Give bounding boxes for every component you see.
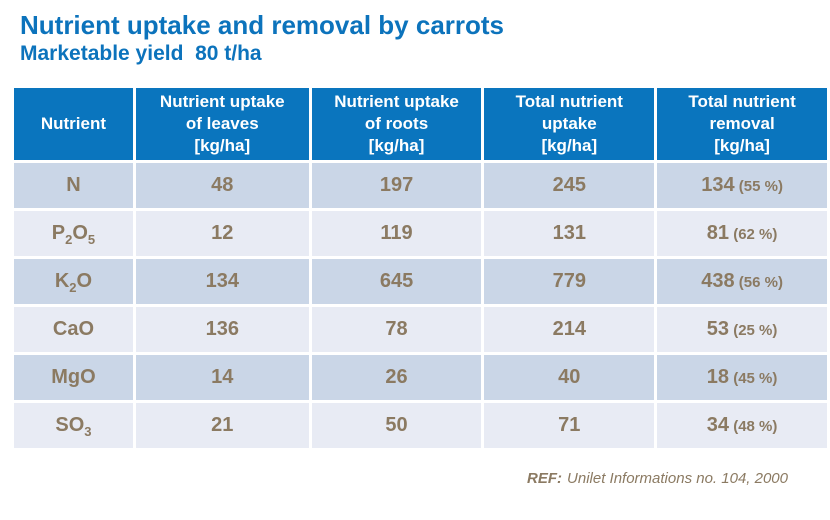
cell-total-removal: 34 (48 %) (657, 403, 827, 448)
cell-uptake-leaves: 134 (135, 259, 309, 304)
cell-nutrient: SO3 (14, 403, 133, 448)
removal-value: 81 (706, 222, 730, 244)
cell-uptake-leaves: 48 (135, 163, 309, 208)
cell-uptake-leaves: 136 (135, 307, 309, 352)
cell-total-uptake: 245 (484, 163, 655, 208)
table-row: SO3 21 50 71 34 (48 %) (14, 403, 827, 448)
table-row: CaO 136 78 214 53 (25 %) (14, 307, 827, 352)
cell-uptake-leaves: 12 (135, 211, 309, 256)
ref-text: Unilet Informations no. 104, 2000 (567, 470, 788, 487)
cell-nutrient: MgO (14, 355, 133, 400)
table-row: K2O 134 645 779 438 (56 %) (14, 259, 827, 304)
page-title: Nutrient uptake and removal by carrots (20, 10, 505, 40)
cell-nutrient: K2O (14, 259, 133, 304)
reference-note: REF: Unilet Informations no. 104, 2000 (527, 470, 788, 487)
cell-total-uptake: 71 (484, 403, 655, 448)
removal-percent: (55 %) (734, 178, 783, 195)
col-header-uptake-leaves: Nutrient uptake of leaves [kg/ha] (135, 88, 309, 160)
cell-uptake-roots: 78 (311, 307, 482, 352)
removal-percent: (62 %) (729, 226, 778, 243)
removal-percent: (48 %) (729, 418, 778, 435)
cell-total-removal: 53 (25 %) (657, 307, 827, 352)
cell-total-uptake: 40 (484, 355, 655, 400)
removal-percent: (45 %) (729, 370, 778, 387)
cell-uptake-roots: 50 (311, 403, 482, 448)
removal-value: 134 (701, 174, 735, 196)
nutrient-table: Nutrient Nutrient uptake of leaves [kg/h… (11, 85, 830, 451)
cell-total-removal: 134 (55 %) (657, 163, 827, 208)
table-body: N 48 197 245 134 (55 %) P2O5 12 119 131 81 (62 %)… (14, 163, 827, 448)
cell-nutrient: N (14, 163, 133, 208)
removal-percent: (25 %) (729, 322, 778, 339)
cell-total-uptake: 214 (484, 307, 655, 352)
removal-value: 53 (706, 318, 730, 340)
table-row: N 48 197 245 134 (55 %) (14, 163, 827, 208)
cell-nutrient: CaO (14, 307, 133, 352)
cell-total-uptake: 131 (484, 211, 655, 256)
cell-nutrient: P2O5 (14, 211, 133, 256)
cell-uptake-leaves: 14 (135, 355, 309, 400)
col-header-total-removal: Total nutrient removal [kg/ha] (657, 88, 827, 160)
page-subtitle: Marketable yield 80 t/ha (20, 42, 262, 65)
removal-value: 18 (706, 366, 730, 388)
table-row: P2O5 12 119 131 81 (62 %) (14, 211, 827, 256)
cell-total-removal: 438 (56 %) (657, 259, 827, 304)
removal-value: 438 (701, 270, 735, 292)
ref-label: REF: (527, 470, 563, 487)
cell-uptake-roots: 645 (311, 259, 482, 304)
col-header-uptake-roots: Nutrient uptake of roots [kg/ha] (311, 88, 482, 160)
cell-uptake-roots: 26 (311, 355, 482, 400)
col-header-total-uptake: Total nutrient uptake [kg/ha] (484, 88, 655, 160)
cell-uptake-leaves: 21 (135, 403, 309, 448)
removal-value: 34 (706, 414, 730, 436)
cell-uptake-roots: 197 (311, 163, 482, 208)
cell-total-removal: 81 (62 %) (657, 211, 827, 256)
cell-total-removal: 18 (45 %) (657, 355, 827, 400)
table-header-row: Nutrient Nutrient uptake of leaves [kg/h… (14, 88, 827, 160)
table-row: MgO 14 26 40 18 (45 %) (14, 355, 827, 400)
col-header-nutrient: Nutrient (14, 88, 133, 160)
removal-percent: (56 %) (734, 274, 783, 291)
cell-uptake-roots: 119 (311, 211, 482, 256)
cell-total-uptake: 779 (484, 259, 655, 304)
